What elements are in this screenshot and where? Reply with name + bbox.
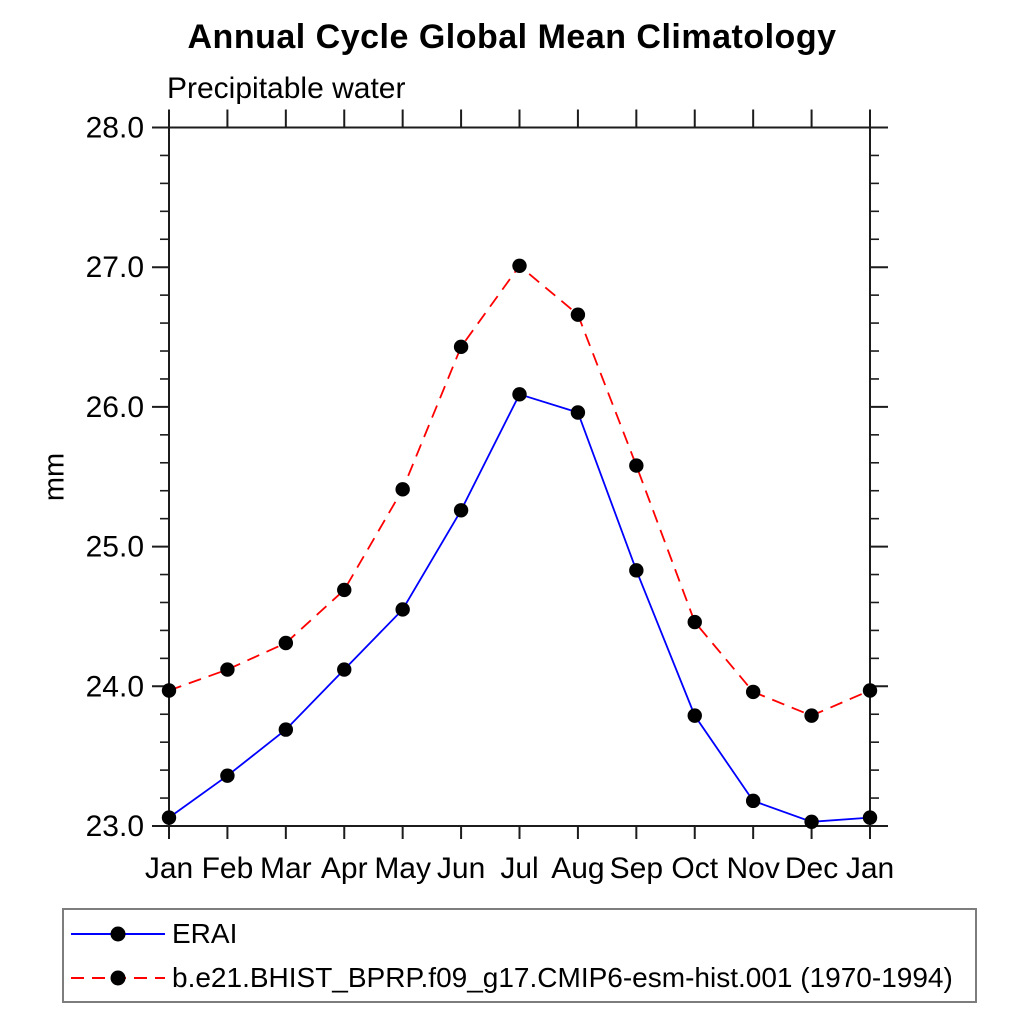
x-tick-label: Nov xyxy=(726,852,779,885)
x-tick-label: Jan xyxy=(846,852,894,885)
data-point-marker xyxy=(804,708,819,723)
x-tick-label: May xyxy=(374,852,431,885)
data-point-marker xyxy=(453,339,469,355)
y-tick-label: 23.0 xyxy=(86,810,144,843)
x-tick-label: Sep xyxy=(610,852,663,885)
data-point-marker xyxy=(337,582,352,598)
data-point-marker xyxy=(629,458,644,473)
legend-item-erai: ERAI xyxy=(64,912,975,956)
data-point-marker xyxy=(745,684,761,700)
x-tick-label: Aug xyxy=(551,852,604,885)
x-tick-label: Jul xyxy=(500,852,538,885)
data-point-marker xyxy=(629,563,644,578)
data-point-marker xyxy=(395,602,410,617)
legend-marker-erai xyxy=(110,926,126,942)
data-point-marker xyxy=(745,793,761,809)
legend-item-model: b.e21.BHIST_BPRP.f09_g17.CMIP6-esm-hist.… xyxy=(64,956,975,1000)
data-point-marker xyxy=(804,814,819,830)
data-point-marker xyxy=(687,614,702,630)
y-tick-label: 26.0 xyxy=(86,391,144,424)
plot-frame xyxy=(168,126,871,827)
x-tick-label: Oct xyxy=(671,852,718,885)
legend-label-erai: ERAI xyxy=(172,918,238,949)
legend-marker-model xyxy=(110,970,126,986)
y-tick-label: 25.0 xyxy=(86,531,144,564)
series-line-model xyxy=(168,264,871,717)
x-tick-label: Mar xyxy=(260,852,312,885)
data-point-marker xyxy=(687,708,702,723)
data-point-marker xyxy=(512,258,527,274)
data-point-marker xyxy=(512,387,527,402)
data-point-marker xyxy=(278,722,294,737)
data-point-marker xyxy=(570,405,586,420)
y-tick-label: 27.0 xyxy=(86,251,144,284)
data-point-marker xyxy=(161,810,177,825)
data-point-marker xyxy=(862,683,878,698)
data-point-marker xyxy=(395,482,410,497)
chart-subtitle: Precipitable water xyxy=(167,72,406,105)
data-point-marker xyxy=(862,810,878,825)
x-tick-label: Dec xyxy=(785,852,838,885)
legend-label-model: b.e21.BHIST_BPRP.f09_g17.CMIP6-esm-hist.… xyxy=(172,962,953,993)
series-line-erai xyxy=(168,393,871,823)
x-tick-label: Jun xyxy=(437,852,485,885)
data-point-marker xyxy=(453,503,469,518)
data-point-marker xyxy=(220,768,235,783)
data-point-marker xyxy=(337,662,352,677)
x-tick-label: Feb xyxy=(202,852,254,885)
x-tick-label: Apr xyxy=(321,852,368,885)
data-point-marker xyxy=(161,683,177,698)
legend-line-sample-erai xyxy=(71,926,165,942)
x-tick-label: Jan xyxy=(145,852,193,885)
data-point-marker xyxy=(570,307,586,322)
legend-box: ERAI b.e21.BHIST_BPRP.f09_g17.CMIP6-esm-… xyxy=(62,908,977,1003)
y-tick-label: 28.0 xyxy=(86,112,144,145)
chart-title: Annual Cycle Global Mean Climatology xyxy=(187,18,837,56)
data-point-marker xyxy=(278,635,294,651)
y-tick-label: 24.0 xyxy=(86,670,144,703)
data-point-marker xyxy=(220,662,235,677)
legend-line-sample-model xyxy=(71,970,165,986)
